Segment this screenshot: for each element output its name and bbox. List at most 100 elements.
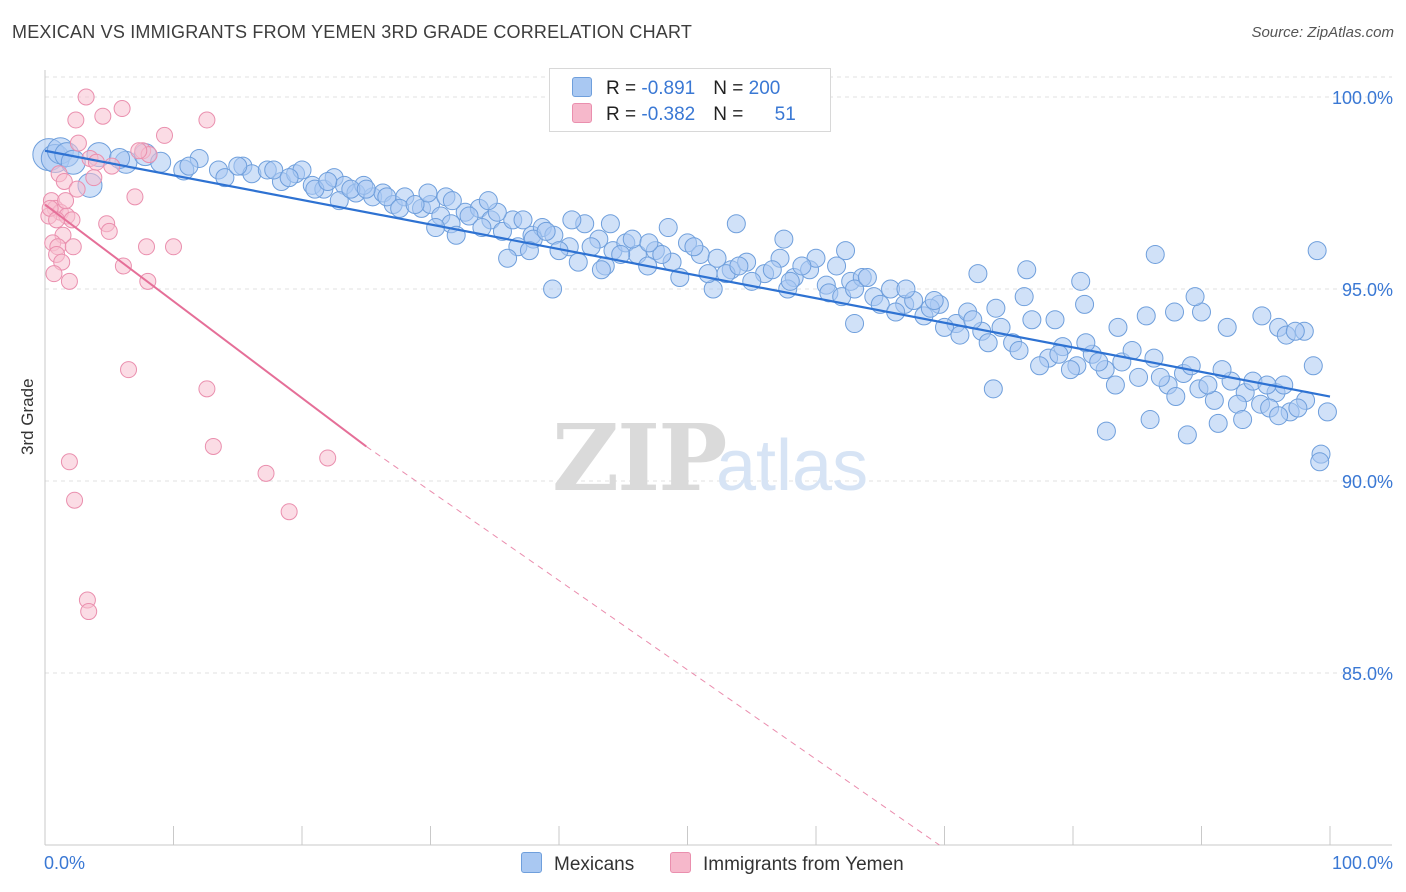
data-point-mexicans bbox=[684, 237, 704, 257]
data-point-yemen bbox=[85, 169, 103, 187]
data-point-yemen bbox=[77, 88, 95, 106]
data-point-yemen bbox=[198, 111, 216, 129]
data-point-mexicans bbox=[1317, 402, 1337, 422]
data-point-mexicans bbox=[1208, 413, 1228, 433]
legend-row-mexicans: R = -0.891 N = 200 bbox=[572, 77, 780, 101]
data-point-mexicans bbox=[498, 248, 518, 268]
data-point-yemen bbox=[60, 272, 78, 290]
data-point-mexicans bbox=[1165, 302, 1185, 322]
data-point-mexicans bbox=[896, 279, 916, 299]
data-point-mexicans bbox=[827, 256, 847, 276]
data-point-mexicans bbox=[1252, 306, 1272, 326]
data-point-mexicans bbox=[1185, 287, 1205, 307]
data-point-mexicans bbox=[1150, 367, 1170, 387]
data-point-mexicans bbox=[986, 298, 1006, 318]
y-tick-label: 95.0% bbox=[1342, 280, 1393, 300]
correlation-legend: R = -0.891 N = 200 R = -0.382 N = 51 bbox=[549, 68, 831, 132]
data-point-mexicans bbox=[478, 191, 498, 211]
data-point-mexicans bbox=[356, 179, 376, 199]
data-point-mexicans bbox=[1233, 410, 1253, 430]
data-point-mexicans bbox=[228, 156, 248, 176]
data-point-yemen bbox=[64, 238, 82, 256]
data-point-mexicans bbox=[1307, 241, 1327, 261]
data-point-mexicans bbox=[405, 195, 425, 215]
legend-swatch-mexicans bbox=[572, 77, 592, 97]
data-point-mexicans bbox=[543, 279, 563, 299]
data-point-yemen bbox=[94, 107, 112, 125]
data-point-mexicans bbox=[698, 264, 718, 284]
data-point-mexicans bbox=[519, 241, 539, 261]
data-point-mexicans bbox=[442, 191, 462, 211]
legend-r-label: R = bbox=[606, 104, 642, 125]
trend-line-yemen bbox=[44, 203, 367, 448]
data-point-yemen bbox=[319, 449, 337, 467]
data-point-mexicans bbox=[279, 168, 299, 188]
data-point-mexicans bbox=[622, 229, 642, 249]
data-point-mexicans bbox=[1269, 406, 1289, 426]
data-point-mexicans bbox=[924, 291, 944, 311]
data-point-mexicans bbox=[536, 221, 556, 241]
data-point-mexicans bbox=[562, 210, 582, 230]
bottom-legend-swatch-mexicans bbox=[521, 852, 542, 873]
legend-swatch-yemen bbox=[572, 103, 592, 123]
y-tick-label: 85.0% bbox=[1342, 664, 1393, 684]
data-point-mexicans bbox=[1108, 317, 1128, 337]
data-point-mexicans bbox=[652, 244, 672, 264]
data-point-mexicans bbox=[1274, 375, 1294, 395]
data-point-mexicans bbox=[774, 229, 794, 249]
bottom-legend-label-mexicans: Mexicans bbox=[554, 854, 635, 875]
data-point-mexicans bbox=[264, 160, 284, 180]
data-point-mexicans bbox=[845, 314, 865, 334]
data-point-mexicans bbox=[1060, 360, 1080, 380]
data-point-yemen bbox=[103, 157, 121, 175]
y-tick-label: 100.0% bbox=[1332, 88, 1393, 108]
data-point-yemen bbox=[120, 361, 138, 379]
data-point-mexicans bbox=[983, 379, 1003, 399]
legend-n-label: N = bbox=[713, 104, 749, 125]
legend-r-value: -0.891 bbox=[641, 78, 696, 99]
data-point-mexicans bbox=[459, 206, 479, 226]
bottom-legend-yemen[interactable]: Immigrants from Yemen bbox=[670, 852, 904, 876]
data-point-mexicans bbox=[513, 210, 533, 230]
data-point-yemen bbox=[130, 142, 148, 160]
data-point-mexicans bbox=[1030, 356, 1050, 376]
data-point-mexicans bbox=[600, 214, 620, 234]
bottom-legend: Mexicans Immigrants from Yemen bbox=[0, 852, 1406, 878]
data-point-mexicans bbox=[472, 218, 492, 238]
data-point-yemen bbox=[198, 380, 216, 398]
legend-n-label: N = bbox=[713, 78, 749, 99]
data-point-yemen bbox=[55, 172, 73, 190]
bottom-legend-label-yemen: Immigrants from Yemen bbox=[703, 854, 904, 875]
data-point-mexicans bbox=[950, 325, 970, 345]
data-point-yemen bbox=[204, 437, 222, 455]
data-point-yemen bbox=[280, 503, 298, 521]
data-point-yemen bbox=[66, 491, 84, 509]
data-point-mexicans bbox=[1310, 452, 1330, 472]
data-point-mexicans bbox=[1303, 356, 1323, 376]
bottom-legend-mexicans[interactable]: Mexicans bbox=[521, 852, 634, 876]
data-point-yemen bbox=[57, 192, 75, 210]
y-tick-label: 90.0% bbox=[1342, 472, 1393, 492]
data-point-yemen bbox=[165, 238, 182, 256]
data-point-mexicans bbox=[591, 260, 611, 280]
data-point-mexicans bbox=[179, 156, 199, 176]
data-point-yemen bbox=[67, 111, 85, 129]
data-point-mexicans bbox=[1105, 375, 1125, 395]
data-point-mexicans bbox=[1096, 421, 1116, 441]
data-point-mexicans bbox=[707, 248, 727, 268]
data-point-yemen bbox=[257, 464, 275, 482]
data-point-mexicans bbox=[418, 183, 438, 203]
data-point-mexicans bbox=[568, 252, 588, 272]
legend-r-value: -0.382 bbox=[641, 104, 696, 125]
data-point-mexicans bbox=[1140, 410, 1160, 430]
data-point-mexicans bbox=[658, 218, 678, 238]
data-point-mexicans bbox=[1022, 310, 1042, 330]
data-point-yemen bbox=[156, 126, 174, 144]
data-point-mexicans bbox=[1198, 375, 1218, 395]
legend-row-yemen: R = -0.382 N = 51 bbox=[572, 103, 796, 127]
watermark-atlas: atlas bbox=[716, 426, 868, 506]
data-point-yemen bbox=[45, 265, 63, 283]
x-tick-label: 100.0% bbox=[1332, 853, 1393, 873]
y-axis-label: 3rd Grade bbox=[18, 378, 37, 455]
